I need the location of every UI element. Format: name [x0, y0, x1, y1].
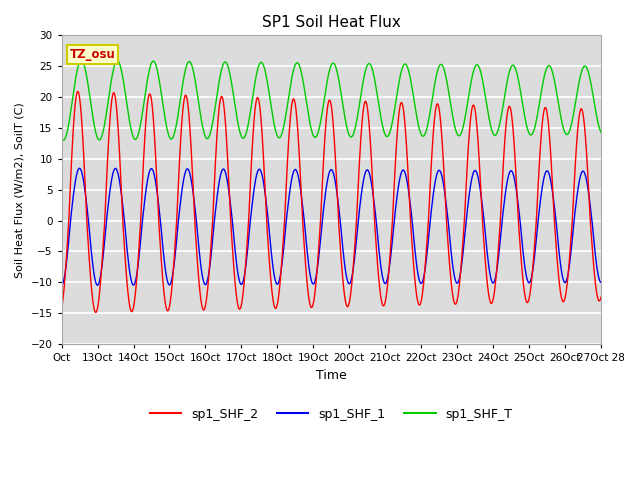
Line: sp1_SHF_1: sp1_SHF_1 — [61, 168, 601, 286]
sp1_SHF_T — [77, 58, 85, 63]
sp1_SHF_2 — [265, 251, 273, 257]
sp1_SHF_2 — [92, 310, 100, 315]
sp1_SHF_T — [60, 137, 67, 143]
sp1_SHF_1 — [288, 175, 296, 180]
Y-axis label: Soil Heat Flux (W/m2), SoilT (C): Soil Heat Flux (W/m2), SoilT (C) — [15, 102, 25, 277]
Line: sp1_SHF_T: sp1_SHF_T — [61, 60, 601, 140]
sp1_SHF_T — [265, 88, 273, 94]
sp1_SHF_2 — [597, 294, 605, 300]
Text: TZ_osu: TZ_osu — [70, 48, 115, 60]
Title: SP1 Soil Heat Flux: SP1 Soil Heat Flux — [262, 15, 401, 30]
sp1_SHF_T — [58, 135, 65, 141]
sp1_SHF_2 — [152, 151, 159, 156]
sp1_SHF_2 — [289, 99, 296, 105]
sp1_SHF_T — [587, 80, 595, 86]
sp1_SHF_2 — [120, 229, 127, 235]
sp1_SHF_2 — [529, 266, 536, 272]
sp1_SHF_1 — [152, 177, 159, 183]
sp1_SHF_1 — [120, 207, 127, 213]
sp1_SHF_1 — [265, 221, 273, 227]
sp1_SHF_1 — [587, 206, 595, 212]
sp1_SHF_1 — [597, 279, 605, 285]
sp1_SHF_T — [152, 61, 159, 67]
sp1_SHF_T — [120, 78, 127, 84]
sp1_SHF_1 — [76, 165, 83, 171]
sp1_SHF_2 — [74, 89, 82, 95]
sp1_SHF_1 — [58, 283, 65, 288]
sp1_SHF_2 — [58, 306, 65, 312]
Legend: sp1_SHF_2, sp1_SHF_1, sp1_SHF_T: sp1_SHF_2, sp1_SHF_1, sp1_SHF_T — [145, 403, 518, 426]
sp1_SHF_2 — [587, 225, 595, 231]
X-axis label: Time: Time — [316, 369, 347, 382]
sp1_SHF_T — [597, 130, 605, 135]
sp1_SHF_T — [529, 131, 536, 136]
sp1_SHF_1 — [529, 269, 536, 275]
Line: sp1_SHF_2: sp1_SHF_2 — [61, 92, 601, 312]
sp1_SHF_T — [289, 73, 296, 79]
